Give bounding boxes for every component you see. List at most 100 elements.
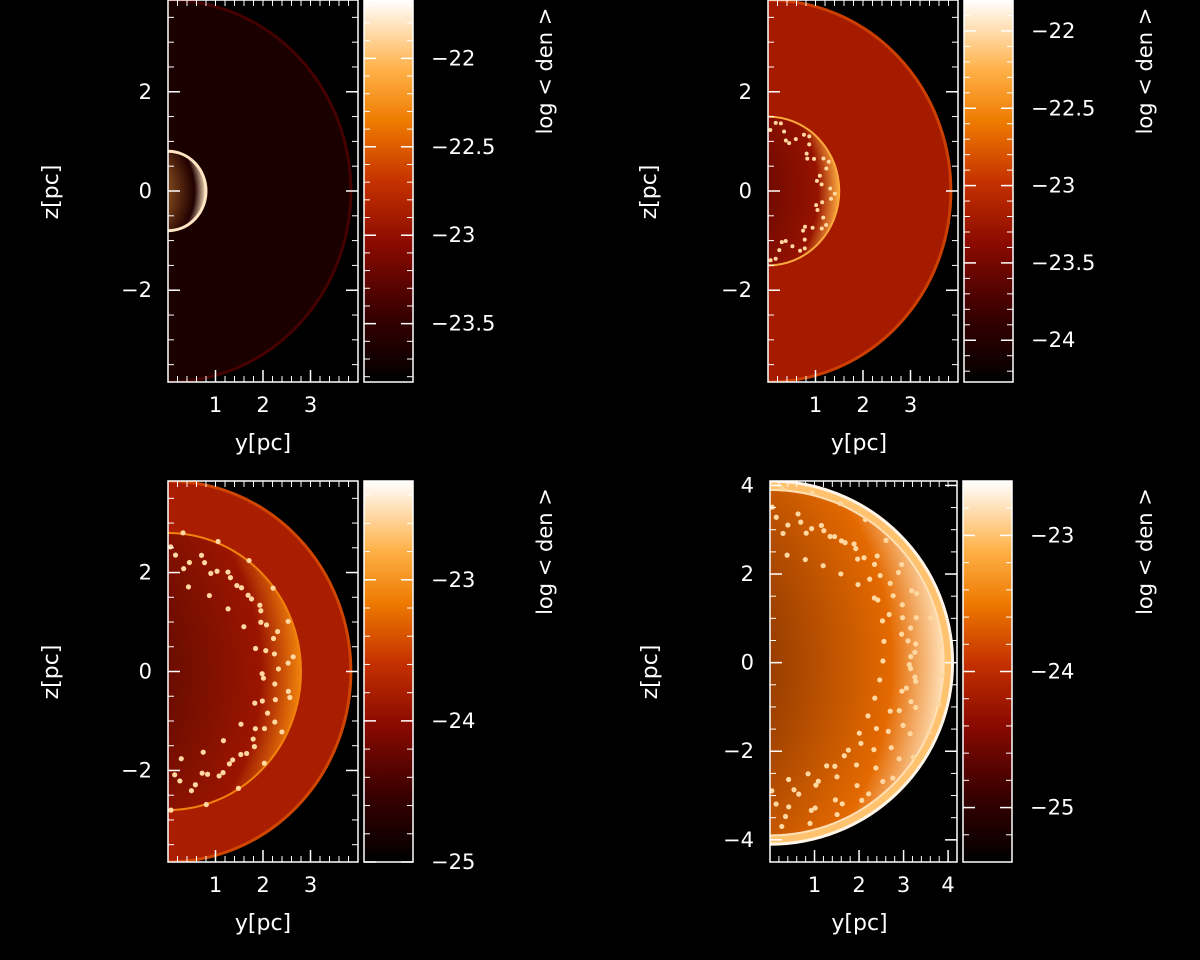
outer-shell bbox=[768, 0, 951, 382]
clump bbox=[866, 791, 872, 797]
colorbar-tick-label: −24 bbox=[1031, 328, 1075, 352]
clump bbox=[871, 747, 877, 753]
clump bbox=[244, 750, 250, 757]
x-tick-label: 2 bbox=[256, 393, 269, 417]
clump bbox=[879, 618, 886, 624]
clump bbox=[874, 553, 880, 559]
x-tick-label: 3 bbox=[304, 393, 317, 417]
clump bbox=[839, 801, 845, 807]
clump bbox=[890, 593, 896, 599]
clump bbox=[245, 592, 251, 598]
y-tick-label: 2 bbox=[741, 562, 754, 586]
colorbar bbox=[364, 481, 413, 862]
clump bbox=[896, 708, 902, 714]
x-tick-label: 2 bbox=[256, 873, 269, 897]
clump bbox=[225, 606, 231, 612]
clump bbox=[853, 762, 860, 768]
clump bbox=[877, 677, 883, 683]
clump bbox=[895, 569, 902, 576]
clump bbox=[178, 756, 184, 762]
clump bbox=[824, 223, 829, 228]
clump bbox=[798, 248, 803, 253]
clump bbox=[263, 622, 270, 628]
clump bbox=[937, 643, 943, 649]
clump bbox=[824, 763, 830, 769]
clump bbox=[903, 685, 909, 691]
clump bbox=[812, 805, 818, 811]
clump bbox=[899, 602, 905, 608]
colorbar-frame bbox=[363, 0, 414, 383]
clump bbox=[235, 785, 242, 791]
clump bbox=[782, 129, 787, 134]
clump bbox=[873, 765, 879, 771]
x-tick-label: 1 bbox=[209, 873, 222, 897]
clump bbox=[907, 731, 913, 737]
clump bbox=[880, 778, 886, 785]
clump bbox=[773, 801, 779, 807]
clump bbox=[204, 771, 211, 777]
colorbar-tick-label: −22.5 bbox=[1031, 96, 1095, 120]
clump bbox=[906, 662, 912, 668]
y-tick-label: −2 bbox=[723, 739, 754, 763]
clump bbox=[250, 736, 256, 742]
clump bbox=[252, 645, 259, 652]
clump bbox=[264, 710, 271, 716]
clump bbox=[252, 700, 258, 706]
clump bbox=[786, 804, 792, 810]
y-tick-label: −2 bbox=[721, 278, 752, 302]
clump bbox=[837, 500, 843, 507]
clump bbox=[905, 638, 911, 644]
clump bbox=[248, 596, 255, 602]
clump bbox=[275, 666, 282, 672]
clump bbox=[227, 575, 234, 581]
clump bbox=[888, 745, 894, 751]
clump bbox=[887, 580, 893, 586]
y-tick-label: −2 bbox=[121, 758, 152, 782]
colorbar bbox=[964, 0, 1013, 382]
clump bbox=[809, 490, 815, 496]
clump bbox=[909, 588, 915, 594]
bubble bbox=[168, 151, 206, 231]
clump bbox=[238, 751, 244, 758]
colorbar-label: log < den > bbox=[1133, 488, 1157, 615]
clump bbox=[251, 744, 258, 750]
x-tick-label: 2 bbox=[852, 873, 865, 897]
clump bbox=[793, 137, 798, 142]
clump bbox=[258, 608, 264, 614]
colorbar-tick-label: −23 bbox=[1031, 174, 1075, 198]
bubble-rim bbox=[168, 149, 208, 233]
clump bbox=[238, 585, 245, 591]
clump bbox=[768, 128, 773, 133]
clump bbox=[168, 807, 174, 813]
clump bbox=[803, 224, 808, 229]
colorbar-label: log < den > bbox=[533, 8, 557, 135]
clump bbox=[814, 178, 819, 183]
clump bbox=[896, 756, 902, 762]
colorbar-tick-label: −23.5 bbox=[1031, 251, 1095, 275]
clump bbox=[198, 552, 205, 558]
clump bbox=[257, 602, 263, 608]
clump bbox=[252, 726, 258, 732]
clump bbox=[807, 142, 812, 147]
clump bbox=[913, 615, 919, 621]
y-tick-label: 4 bbox=[741, 473, 754, 497]
clump bbox=[853, 546, 859, 552]
clump bbox=[777, 248, 782, 253]
clump bbox=[834, 774, 840, 780]
clump bbox=[819, 226, 824, 231]
clump bbox=[259, 671, 265, 677]
colorbar-label: log < den > bbox=[533, 488, 557, 615]
clump bbox=[821, 215, 826, 220]
clump bbox=[842, 540, 848, 546]
clump bbox=[887, 708, 893, 714]
clump bbox=[285, 660, 291, 666]
clump bbox=[820, 563, 826, 569]
x-axis-label: y[pc] bbox=[831, 911, 887, 936]
clump bbox=[827, 533, 833, 540]
clump bbox=[807, 820, 813, 826]
clump bbox=[910, 754, 917, 760]
bubble-rim bbox=[168, 531, 302, 812]
clump bbox=[272, 697, 278, 703]
clump bbox=[812, 156, 817, 161]
clump bbox=[817, 173, 822, 178]
